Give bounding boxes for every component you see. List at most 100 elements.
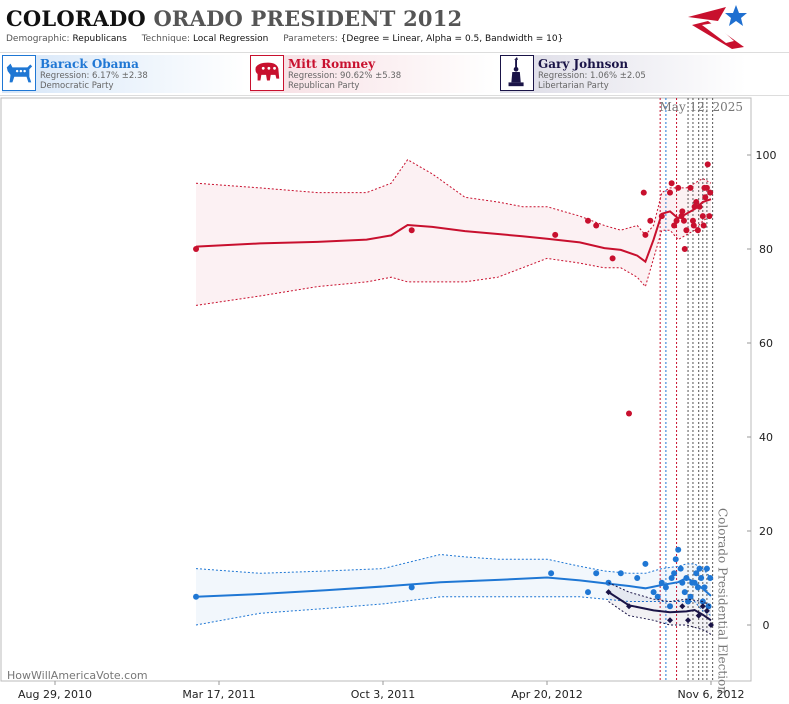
data-point [701, 584, 708, 591]
x-tick-label: Nov 6, 2012 [678, 688, 745, 701]
data-point [681, 589, 688, 596]
data-point [193, 593, 200, 600]
data-point [548, 570, 555, 577]
elephant-icon [250, 55, 284, 91]
candidate-romney: Mitt Romney Regression: 90.62% ±5.38 Rep… [250, 55, 496, 93]
data-point [695, 612, 702, 619]
demographic-label: Demographic: [6, 34, 70, 44]
data-point [673, 217, 680, 224]
data-point [683, 227, 690, 234]
x-tick-label: Oct 3, 2011 [351, 688, 416, 701]
data-point [702, 194, 709, 201]
data-point [593, 222, 600, 229]
data-point [708, 622, 714, 628]
candidate-bar: Barack Obama Regression: 6.17% ±2.38 Dem… [0, 52, 789, 96]
data-point [694, 584, 701, 591]
data-point [683, 575, 690, 581]
site-credit: HowWillAmericaVote.com [7, 669, 148, 682]
demographic-value: Republicans [72, 34, 127, 44]
data-point [626, 603, 632, 610]
data-point [675, 546, 682, 553]
election-label: Colorado Presidential Election [716, 508, 730, 694]
data-point [642, 231, 649, 238]
data-point [703, 565, 710, 572]
y-tick-label: 0 [763, 619, 770, 632]
data-point [667, 189, 673, 196]
candidate-name: Barack Obama [40, 57, 139, 71]
candidate-johnson: Gary Johnson Regression: 1.06% ±2.05 Lib… [500, 55, 746, 93]
parameters-label: Parameters: [283, 34, 338, 44]
data-point [691, 203, 698, 210]
data-point [654, 593, 661, 600]
candidate-obama: Barack Obama Regression: 6.17% ±2.38 Dem… [2, 55, 246, 93]
confidence-band [196, 554, 711, 625]
data-point [662, 584, 669, 591]
data-point [640, 189, 647, 196]
x-tick-label: Aug 29, 2010 [18, 688, 92, 701]
y-tick-label: 60 [759, 337, 773, 350]
data-point [408, 584, 415, 591]
technique-value: Local Regression [192, 34, 269, 44]
data-point [675, 184, 682, 191]
candidate-regression: Regression: 6.17% ±2.38 [40, 71, 148, 81]
candidate-party: Republican Party [288, 81, 360, 91]
data-point [706, 213, 713, 220]
candidate-regression: Regression: 1.06% ±2.05 [538, 71, 646, 81]
data-point [685, 617, 692, 624]
data-point [642, 560, 649, 567]
chart: Aug 29, 2010 Mar 17, 2011 Oct 3, 2011 Apr 2… [0, 97, 777, 701]
y-tick-label: 80 [759, 243, 773, 256]
y-tick-label: 40 [759, 431, 773, 444]
data-point [677, 565, 684, 572]
data-point [690, 222, 697, 229]
data-point [707, 189, 714, 196]
data-point [593, 570, 600, 577]
data-point [687, 184, 694, 191]
data-point [408, 227, 415, 234]
lower-bound-line [195, 215, 712, 306]
data-point [693, 570, 700, 577]
data-point [696, 565, 703, 572]
data-point [705, 603, 712, 610]
data-point [634, 575, 641, 581]
page-title: COLORADO ORADO PRESIDENT 2012 [6, 6, 462, 31]
data-point [679, 603, 686, 610]
data-point [193, 246, 200, 252]
data-point [658, 213, 665, 220]
data-point [703, 184, 710, 191]
data-point [658, 579, 665, 586]
data-point [703, 607, 710, 614]
y-tick-label: 20 [759, 525, 773, 538]
regression-line [195, 576, 712, 598]
parameters-line: Demographic: Republicans Technique: Loca… [6, 34, 563, 44]
data-point [700, 222, 707, 229]
data-point [668, 180, 675, 187]
data-point [667, 617, 673, 624]
candidate-name: Gary Johnson [538, 57, 629, 71]
upper-bound-line [608, 582, 712, 607]
data-point [704, 161, 711, 168]
data-point [609, 255, 616, 262]
data-point [672, 556, 679, 563]
data-point [681, 246, 688, 252]
technique-label: Technique: [141, 34, 191, 44]
regression-line [607, 591, 712, 622]
data-point [689, 217, 696, 224]
upper-bound-line [195, 553, 712, 579]
flag-star-logo-icon [688, 5, 747, 49]
candidate-party: Democratic Party [40, 81, 114, 91]
current-date-label: May 12, 2025 [660, 100, 743, 114]
data-point [626, 410, 632, 417]
candidate-name: Mitt Romney [288, 57, 376, 71]
data-point [680, 217, 687, 224]
data-point [650, 589, 657, 596]
data-point [585, 589, 591, 596]
data-point [694, 227, 701, 234]
candidate-party: Libertarian Party [538, 81, 609, 91]
data-point [699, 213, 706, 220]
candidate-regression: Regression: 90.62% ±5.38 [288, 71, 402, 81]
parameters-value: {Degree = Linear, Alpha = 0.5, Bandwidth… [340, 34, 564, 44]
data-point [668, 575, 675, 581]
liberty-icon [500, 55, 534, 91]
data-point [679, 579, 686, 586]
